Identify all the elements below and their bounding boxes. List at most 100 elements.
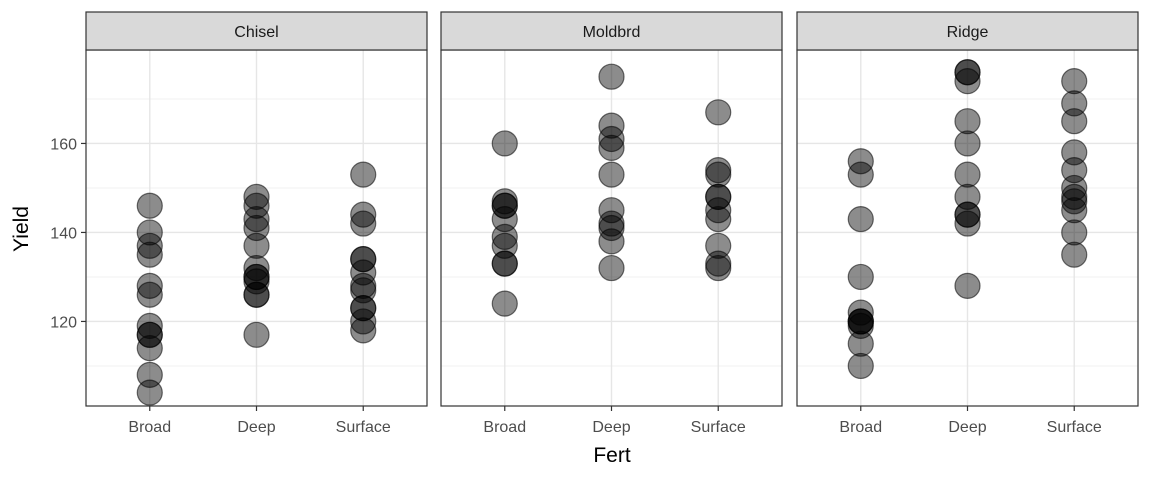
facet-panel-moldbrd: Moldbrd Broad Deep Surface — [440, 11, 783, 436]
data-point — [350, 161, 377, 188]
data-point — [598, 63, 625, 90]
data-point — [954, 108, 981, 135]
data-point — [598, 197, 625, 224]
data-point — [954, 183, 981, 210]
data-point — [136, 312, 163, 339]
data-point — [705, 197, 732, 224]
panels: Chisel Broad Deep Surface Moldbrd Broad Deep Su… — [85, 11, 1139, 436]
facet-strip — [440, 11, 783, 51]
data-point — [491, 290, 518, 317]
data-point — [847, 161, 874, 188]
data-point — [350, 246, 377, 273]
data-point — [705, 254, 732, 282]
x-tick-label: Broad — [483, 419, 526, 436]
data-point — [136, 379, 163, 406]
data-point — [350, 210, 377, 237]
data-point — [1061, 174, 1088, 202]
data-point — [350, 259, 377, 286]
data-point — [598, 112, 625, 139]
facet-strip-label: Chisel — [234, 24, 278, 41]
data-point — [350, 277, 377, 304]
data-point — [350, 295, 377, 322]
facet-panel-chisel: Chisel Broad Deep Surface — [85, 11, 428, 436]
data-point — [954, 130, 981, 157]
data-point — [491, 192, 518, 219]
data-point — [847, 148, 874, 175]
data-point — [491, 232, 518, 259]
data-point — [847, 299, 874, 326]
data-point — [1061, 68, 1088, 95]
data-point — [1061, 241, 1088, 268]
data-point — [598, 228, 625, 255]
data-point — [954, 201, 981, 228]
data-point — [136, 241, 163, 268]
x-tick-label: Surface — [1047, 419, 1102, 436]
data-point — [491, 206, 518, 233]
data-point — [136, 272, 163, 299]
data-point — [243, 281, 270, 308]
data-point — [847, 312, 874, 339]
data-point — [136, 232, 163, 259]
data-point — [136, 361, 163, 388]
data-point — [491, 250, 518, 277]
data-point — [598, 125, 625, 153]
data-point — [1061, 188, 1088, 215]
data-point — [598, 134, 625, 161]
facet-strip-label: Ridge — [947, 24, 989, 41]
data-point — [491, 130, 518, 157]
facet-panel-ridge: Ridge Broad Deep Surface — [796, 11, 1139, 436]
data-point — [847, 263, 874, 291]
data-point — [243, 214, 270, 242]
data-point — [1061, 139, 1088, 166]
facet-strip — [85, 11, 428, 51]
data-point — [705, 99, 732, 126]
data-point — [598, 254, 625, 282]
data-point — [243, 321, 270, 348]
data-point — [350, 317, 377, 344]
data-point — [847, 330, 874, 357]
y-tick-label: 160 — [50, 136, 77, 153]
y-axis-title: Yield — [10, 206, 33, 252]
data-point — [954, 210, 981, 237]
x-tick-label: Surface — [691, 419, 746, 436]
data-point — [1061, 197, 1088, 224]
x-tick-label: Deep — [237, 419, 275, 436]
x-tick-label: Deep — [592, 419, 630, 436]
facet-strip-label: Moldbrd — [583, 24, 641, 41]
data-point — [136, 321, 163, 348]
x-tick-label: Broad — [128, 419, 171, 436]
data-point — [705, 183, 732, 210]
data-point — [243, 206, 270, 233]
y-tick-label: 120 — [50, 314, 77, 331]
data-point — [847, 352, 874, 380]
data-point — [847, 206, 874, 233]
data-point — [243, 254, 270, 282]
data-point — [350, 308, 377, 335]
data-point — [136, 281, 163, 308]
data-point — [954, 59, 981, 86]
facet-strip — [796, 11, 1139, 51]
data-point — [243, 183, 270, 210]
data-point — [1061, 108, 1088, 135]
x-tick-label: Surface — [336, 419, 391, 436]
data-point — [1061, 90, 1088, 117]
data-point — [705, 206, 732, 233]
data-point — [954, 272, 981, 299]
data-point — [598, 161, 625, 188]
data-point — [1061, 157, 1088, 184]
data-point — [705, 161, 732, 188]
data-point — [954, 68, 981, 95]
data-point — [598, 214, 625, 242]
data-point — [136, 335, 163, 362]
data-point — [705, 232, 732, 259]
data-point — [243, 268, 270, 295]
data-point — [954, 161, 981, 188]
x-axis-title: Fert — [593, 444, 631, 467]
data-point — [491, 223, 518, 250]
data-point — [243, 192, 270, 219]
y-tick-label: 140 — [50, 225, 77, 242]
data-point — [136, 192, 163, 219]
y-axis: 120 140 160 — [50, 136, 86, 331]
data-point — [136, 219, 163, 246]
